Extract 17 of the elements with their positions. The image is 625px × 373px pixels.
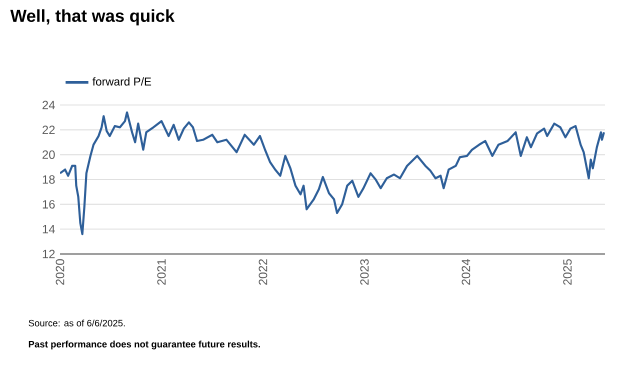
y-tick-label: 16 bbox=[42, 200, 55, 209]
y-tick-label: 12 bbox=[42, 250, 55, 258]
source-note: Source: as of 6/6/2025. bbox=[28, 320, 125, 326]
x-tick-label: 2023 bbox=[360, 259, 369, 285]
x-tick-label: 2025 bbox=[563, 259, 572, 285]
y-tick-label: 24 bbox=[42, 100, 55, 110]
y-tick-label: 14 bbox=[42, 225, 55, 234]
x-tick-label: 2020 bbox=[56, 259, 64, 285]
text: Past performance does not guarantee future results. bbox=[28, 340, 260, 350]
x-tick-label: 2024 bbox=[462, 259, 470, 285]
y-tick-label: 22 bbox=[42, 126, 55, 134]
y-tick-label: 20 bbox=[42, 150, 55, 159]
chart-title: Well, that was quick bbox=[10, 9, 175, 26]
x-tick-label: 2022 bbox=[258, 259, 268, 285]
y-tick-label: 18 bbox=[42, 175, 55, 184]
legend-label: forward P/E bbox=[92, 77, 152, 86]
x-tick-label: 2021 bbox=[157, 259, 166, 285]
